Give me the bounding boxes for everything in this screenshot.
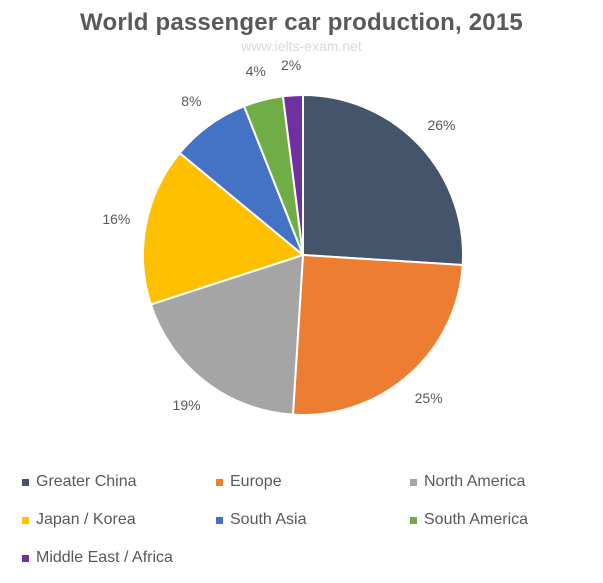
pie-slice-japan-korea — [142, 151, 306, 306]
chart-title: World passenger car production, 2015 — [80, 9, 523, 36]
legend-item-greater-china: Greater China — [22, 473, 137, 491]
pie-slice-greater-china — [302, 93, 464, 267]
legend-item-japan-korea: Japan / Korea — [22, 511, 136, 529]
legend-swatch — [22, 478, 29, 486]
legend-label: South America — [424, 511, 529, 528]
pie-slice-middle-east-africa — [281, 93, 304, 256]
legend-label: Greater China — [36, 473, 137, 490]
legend-label: Japan / Korea — [36, 511, 136, 528]
data-label: 25% — [414, 389, 443, 406]
legend-swatch — [216, 478, 223, 486]
pie-slice-north-america — [149, 253, 305, 416]
data-label: 4% — [245, 62, 266, 79]
watermark: www.ielts-exam.net — [241, 38, 362, 54]
legend-swatch — [410, 516, 417, 524]
data-label: 16% — [102, 211, 131, 228]
legend-swatch — [216, 516, 223, 524]
data-label: 8% — [181, 93, 202, 110]
data-label: 19% — [172, 397, 201, 414]
legend-item-south-america: South America — [410, 511, 528, 529]
legend-label: North America — [424, 473, 526, 490]
legend-label: Europe — [230, 473, 282, 490]
pie-slice-europe — [291, 253, 464, 416]
legend-item-south-asia: South Asia — [216, 511, 307, 529]
legend-swatch — [22, 516, 29, 524]
legend-item-europe: Europe — [216, 473, 282, 491]
data-label: 26% — [427, 116, 456, 133]
legend-item-north-america: North America — [410, 473, 525, 491]
data-label: 2% — [280, 57, 302, 74]
legend-label: South Asia — [230, 511, 307, 528]
legend-label: Middle East / Africa — [36, 549, 173, 566]
legend-item-middle-east-africa: Middle East / Africa — [22, 549, 173, 567]
legend-swatch — [410, 478, 417, 486]
legend-swatch — [22, 554, 29, 562]
